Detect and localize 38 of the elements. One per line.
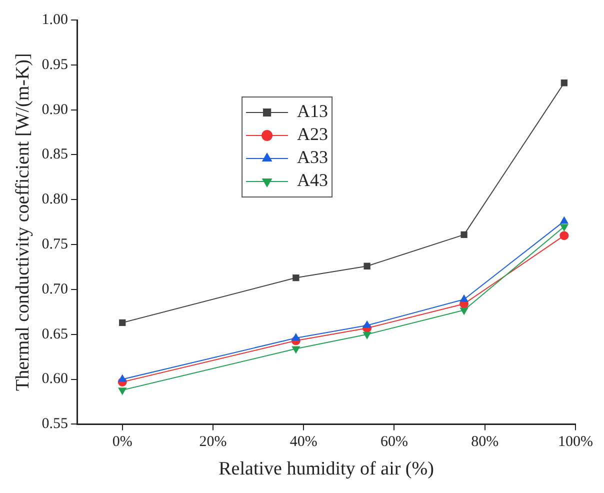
point <box>560 216 568 224</box>
point <box>560 231 569 240</box>
x-tick-label: 20% <box>199 434 227 450</box>
y-tick-label: 0.95 <box>42 56 68 73</box>
y-tick-label: 0.80 <box>42 192 68 208</box>
y-tick-label: 0.85 <box>42 146 68 163</box>
legend-label: A13 <box>297 101 328 122</box>
y-axis-title: Thermal conductivity coefficient [W/(m-K)] <box>12 53 34 392</box>
x-tick-label: 80% <box>471 434 499 450</box>
x-tick-label: 60% <box>380 434 408 450</box>
point <box>292 333 300 340</box>
y-tick-label: 1.00 <box>42 12 68 28</box>
legend-label: A43 <box>297 170 328 190</box>
x-tick-label: 100% <box>558 434 593 450</box>
x-tick-label: 40% <box>290 434 318 450</box>
point <box>560 224 568 232</box>
y-tick-label: 0.65 <box>42 326 68 342</box>
point <box>118 388 126 395</box>
legend-label: A23 <box>297 124 328 144</box>
y-tick-label: 0.90 <box>42 102 68 118</box>
y-tick-label: 0.60 <box>42 371 68 388</box>
y-tick-label: 0.55 <box>42 416 68 432</box>
point <box>292 346 300 354</box>
x-tick-label: 0% <box>112 434 132 450</box>
point <box>560 80 568 86</box>
x-axis-title: Relative humidity of air (%) <box>218 458 434 480</box>
legend-label: A33 <box>297 147 328 168</box>
point <box>364 262 370 270</box>
point <box>460 231 468 238</box>
point <box>460 294 468 302</box>
point <box>363 332 372 339</box>
point <box>292 274 300 282</box>
point <box>118 374 126 382</box>
point <box>119 319 126 326</box>
point <box>363 320 372 328</box>
y-tick-label: 0.70 <box>42 281 68 298</box>
point <box>460 308 468 315</box>
y-tick-label: 0.75 <box>42 236 68 252</box>
